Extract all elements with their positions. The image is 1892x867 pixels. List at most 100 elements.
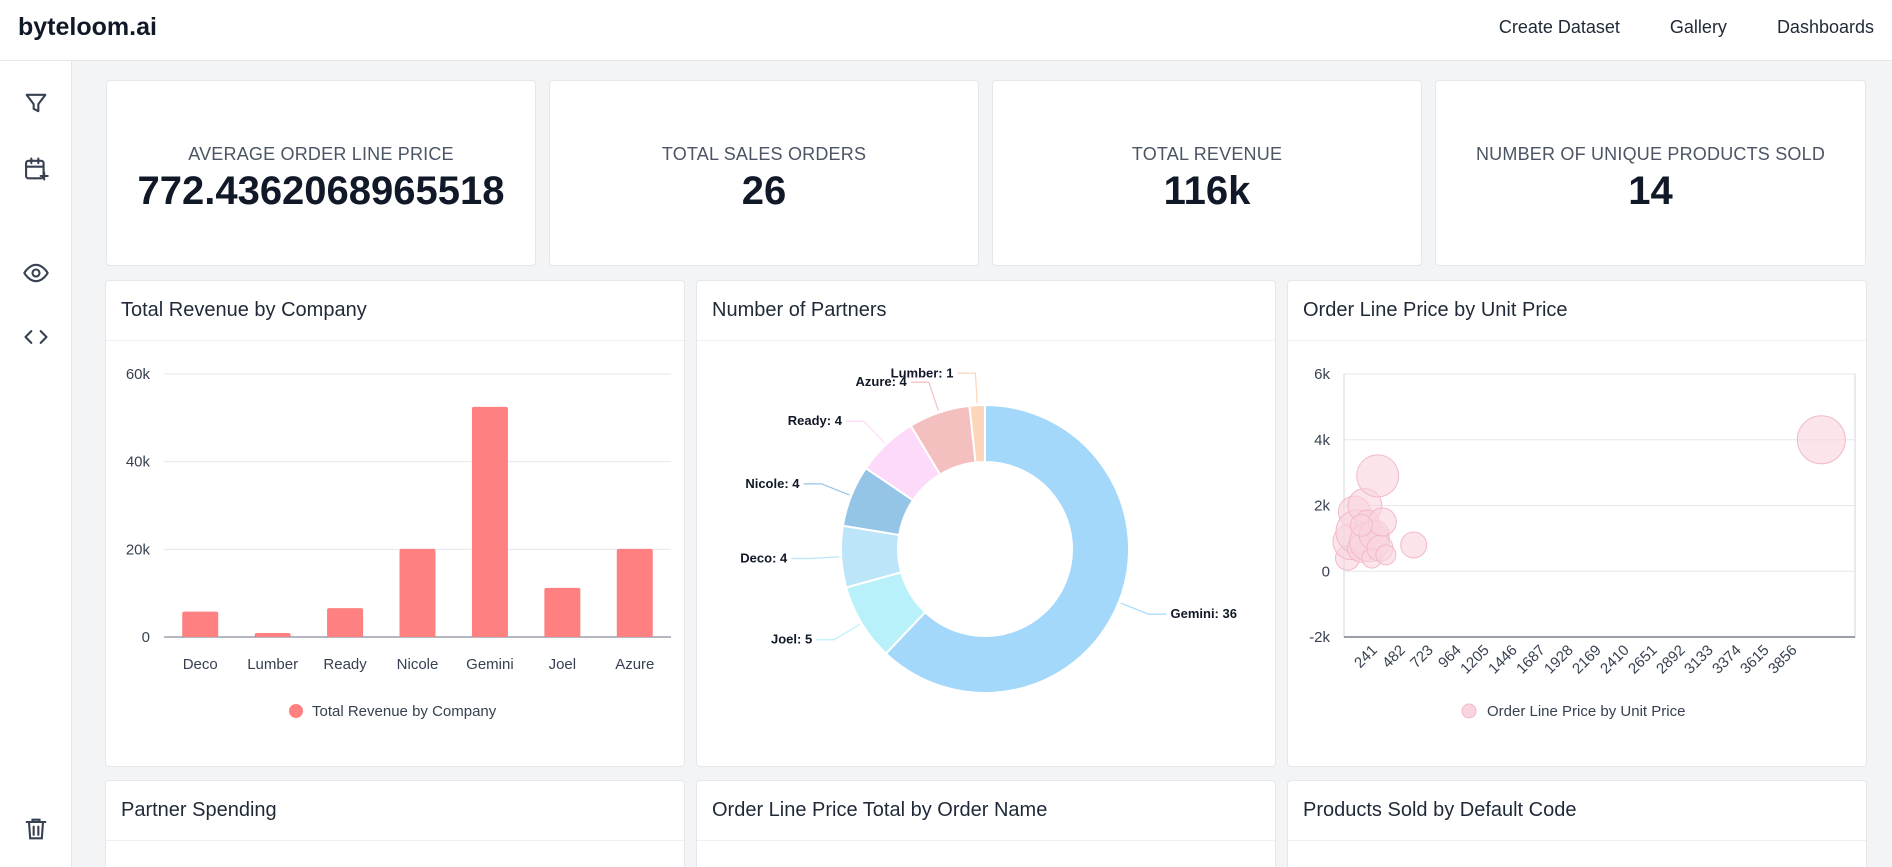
y-tick-label: 0 [142,629,150,646]
bar-lumber[interactable] [254,633,291,637]
order-line-price-scatter-panel: Order Line Price by Unit Price -2k 0 2k 4k 6… [1287,280,1867,767]
calendar-plus-icon[interactable] [22,155,50,183]
stat-value: 14 [1628,169,1673,213]
trash-icon[interactable] [22,815,50,843]
x-tick-label: 3615 [1737,642,1773,678]
top-nav: Create Dataset Gallery Dashboards [1499,17,1874,38]
order-line-price-scatter-chart: -2k02k4k6k241482723964120514461687192821… [1309,366,1856,720]
x-tick-label: 3133 [1681,642,1717,678]
order-line-price-total-panel: Order Line Price Total by Order Name [696,780,1276,867]
x-tick-label: 1446 [1485,642,1521,678]
x-tick-label: 1205 [1457,642,1493,678]
sidebar [0,61,72,867]
slice-label: Lumber: 1 [891,365,954,380]
x-tick-label: Lumber [247,656,298,673]
x-tick-label: 2651 [1625,642,1661,678]
x-tick-label: 1928 [1541,642,1577,678]
slice-label: Joel: 5 [771,632,812,647]
x-tick-label: Ready [323,656,367,673]
code-icon[interactable] [22,323,50,351]
x-tick-label: 241 [1351,642,1381,672]
bar-deco[interactable] [182,611,219,637]
stat-value: 26 [741,169,787,213]
legend-marker[interactable] [289,704,303,718]
y-tick-label: -2k [1309,629,1330,646]
x-tick-label: 1687 [1513,642,1549,678]
stat-card-total-revenue: TOTAL REVENUE 116k [992,80,1422,266]
stat-label: TOTAL SALES ORDERS [661,144,867,164]
top-bar: byteloom.ai Create Dataset Gallery Dashb… [0,0,1892,61]
products-sold-panel: Products Sold by Default Code [1287,780,1867,867]
x-tick-label: Joel [549,656,577,673]
y-tick-label: 4k [1314,432,1330,449]
legend-label[interactable]: Order Line Price by Unit Price [1487,703,1685,720]
slice-lumber[interactable] [968,403,986,464]
x-tick-label: 2169 [1569,642,1605,678]
legend-marker[interactable] [1461,703,1477,719]
bar-gemini[interactable] [471,406,508,637]
x-tick-label: 3374 [1709,642,1745,678]
bar-nicole[interactable] [399,548,436,637]
x-tick-label: 3856 [1765,642,1801,678]
slice-label: Ready: 4 [788,413,843,428]
x-tick-label: 2410 [1597,642,1633,678]
slice-label: Deco: 4 [740,551,788,566]
stat-value: 772.4362068965518 [137,169,505,213]
panel-title: Total Revenue by Company [121,299,367,321]
nav-dashboards[interactable]: Dashboards [1776,17,1874,37]
legend-label[interactable]: Total Revenue by Company [312,703,497,720]
number-of-partners-panel: Number of Partners Gemini: 36 Joel: 5 Deco… [696,280,1276,767]
panel-title: Number of Partners [712,299,887,321]
x-tick-label: Nicole [397,656,439,673]
y-tick-label: 2k [1314,498,1330,515]
y-tick-label: 0 [1322,563,1330,580]
slice-label: Azure: 4 [856,374,908,389]
filter-icon[interactable] [22,89,50,117]
slice-gemini[interactable] [884,403,1130,694]
bar-ready[interactable] [327,608,364,637]
stat-label: AVERAGE ORDER LINE PRICE [188,144,454,164]
y-tick-label: 6k [1314,366,1330,383]
x-tick-label: Deco [183,656,218,673]
panel-title: Partner Spending [121,799,277,821]
x-tick-label: Azure [615,656,654,673]
label-leader-line [816,623,861,641]
scatter-point[interactable] [1349,513,1373,537]
app-logo[interactable]: byteloom.ai [18,13,157,41]
eye-icon[interactable] [22,259,50,287]
panel-title: Products Sold by Default Code [1303,799,1577,821]
x-tick-label: 2892 [1653,642,1689,678]
label-leader-line [910,381,939,411]
x-tick-label: 723 [1407,642,1437,672]
stat-card-avg-order-line-price: AVERAGE ORDER LINE PRICE 772.43620689655… [106,80,536,266]
y-tick-label: 20k [126,541,151,558]
scatter-point[interactable] [1796,415,1846,465]
stat-label: NUMBER OF UNIQUE PRODUCTS SOLD [1475,144,1826,164]
scatter-point[interactable] [1375,544,1397,566]
y-tick-label: 40k [126,454,151,471]
panel-title: Order Line Price by Unit Price [1303,299,1568,321]
x-tick-label: Gemini [466,656,514,673]
bar-azure[interactable] [616,548,653,637]
revenue-by-company-panel: Total Revenue by Company 0 20k 40k 60k Deco L… [105,280,685,767]
label-leader-line [957,372,978,404]
label-leader-line [803,483,850,496]
label-leader-line [1120,602,1167,615]
partners-donut-chart: Gemini: 36 Joel: 5 Deco: 4 Nicole: 4 Ready: … [740,365,1237,694]
stat-card-unique-products-sold: NUMBER OF UNIQUE PRODUCTS SOLD 14 [1435,80,1866,266]
x-tick-label: 482 [1379,642,1409,672]
stat-card-total-sales-orders: TOTAL SALES ORDERS 26 [549,80,979,266]
label-leader-line [845,420,886,444]
slice-label: Gemini: 36 [1170,606,1236,621]
panel-title: Order Line Price Total by Order Name [712,799,1048,821]
label-leader-line [791,556,840,560]
y-tick-label: 60k [126,366,151,383]
scatter-point[interactable] [1367,507,1397,537]
bar-joel[interactable] [544,587,581,637]
partner-spending-panel: Partner Spending [105,780,685,867]
scatter-point[interactable] [1356,454,1400,498]
scatter-point[interactable] [1400,531,1428,559]
stat-value: 116k [1163,169,1251,213]
nav-gallery[interactable]: Gallery [1669,17,1727,37]
nav-create-dataset[interactable]: Create Dataset [1498,17,1620,37]
